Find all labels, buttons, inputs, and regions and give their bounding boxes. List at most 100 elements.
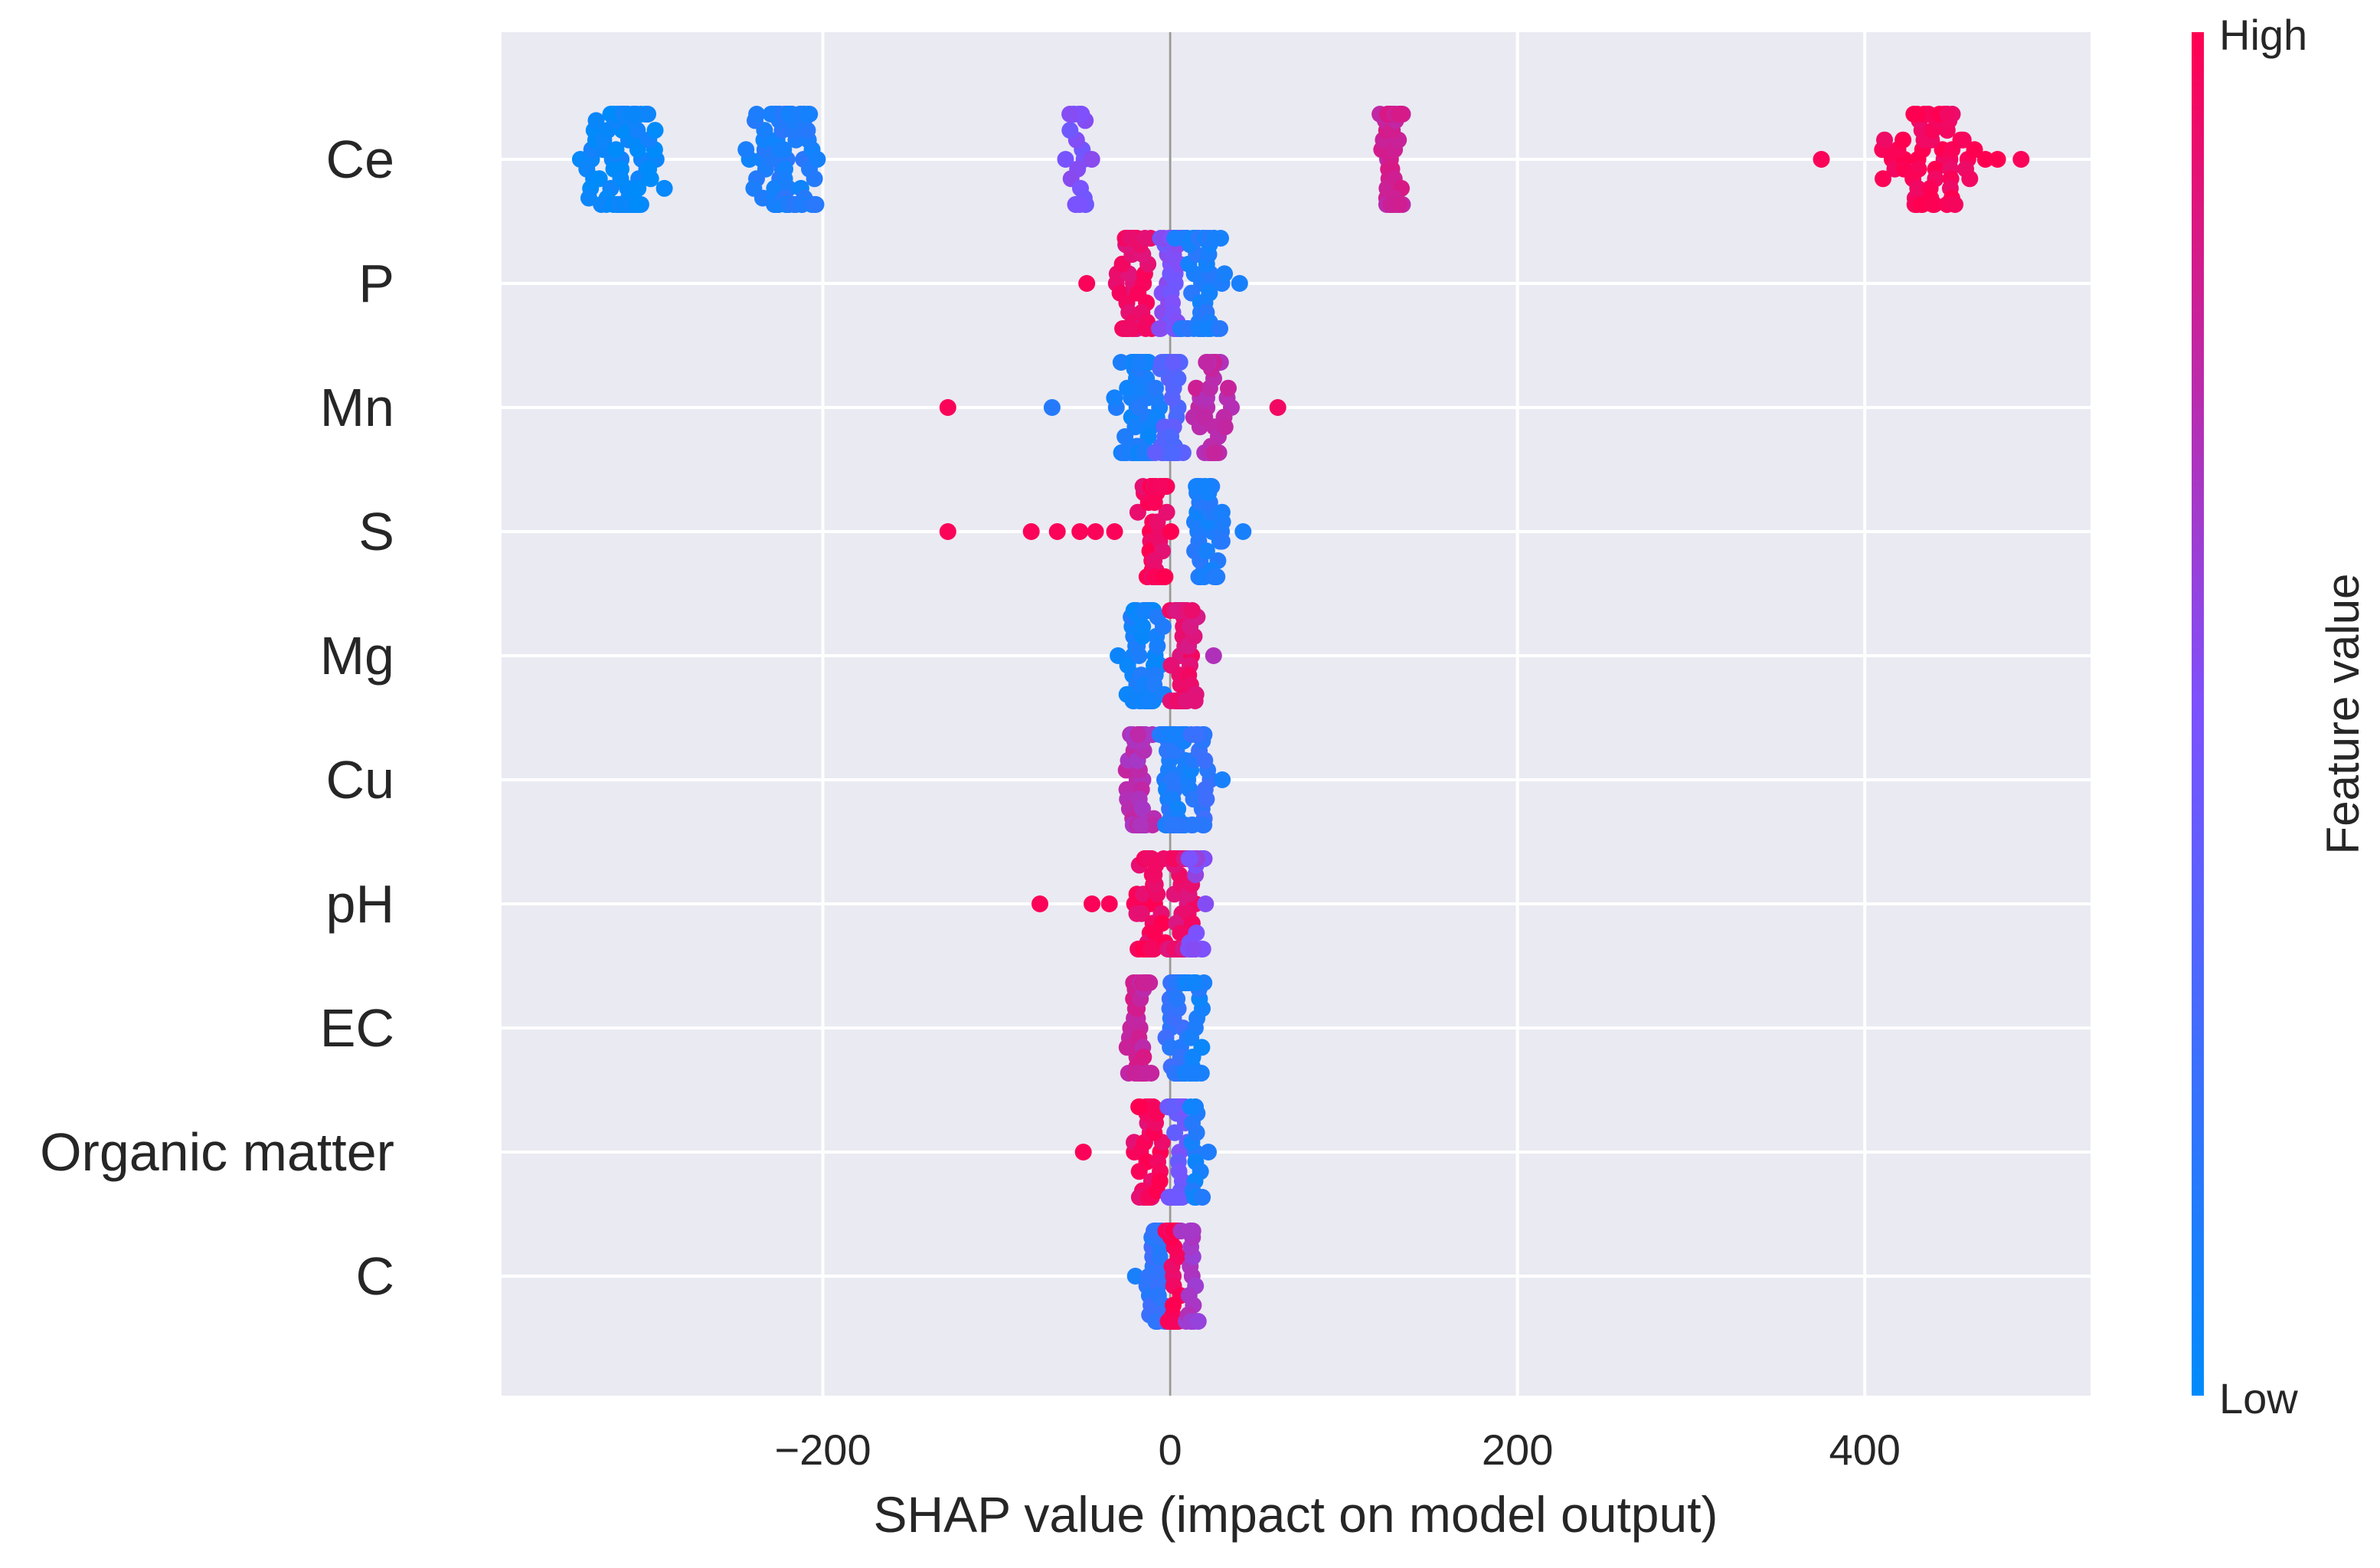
shap-point (1158, 503, 1175, 521)
shap-point (1106, 389, 1123, 407)
shap-point (1130, 1163, 1148, 1180)
shap-point (1022, 523, 1040, 540)
shap-point (1192, 1065, 1210, 1082)
shap-point (1130, 354, 1148, 371)
shap-point (1078, 275, 1096, 292)
shap-point (1143, 1065, 1160, 1082)
shap-point (799, 106, 816, 123)
x-tick-label: −200 (774, 1426, 871, 1474)
x-tick-label: 0 (1159, 1426, 1182, 1474)
shap-point (1181, 850, 1198, 867)
shap-point (1116, 428, 1134, 445)
shap-point (1185, 941, 1202, 957)
shap-point (1205, 230, 1222, 247)
shap-point (587, 112, 605, 129)
shap-point (1954, 131, 1972, 149)
shap-point (1269, 399, 1286, 416)
shap-point (809, 151, 826, 168)
feature-label: pH (326, 874, 394, 934)
shap-point (1136, 974, 1153, 991)
shap-point (1181, 1065, 1198, 1082)
shap-point (1146, 444, 1164, 461)
shap-point (1197, 478, 1215, 495)
shap-point (1164, 444, 1182, 461)
shap-point (1061, 106, 1079, 123)
feature-label: C (355, 1246, 394, 1306)
shap-point (1156, 568, 1173, 585)
shap-point (1144, 817, 1161, 833)
shap-points (571, 106, 2030, 1330)
feature-label: Mg (320, 626, 394, 686)
shap-point (1182, 1098, 1199, 1115)
shap-point (1163, 817, 1181, 833)
shap-point (1166, 230, 1184, 247)
shap-point (1198, 542, 1215, 560)
shap-point (1220, 379, 1237, 397)
shap-point (1152, 320, 1169, 337)
shap-point (1876, 131, 1893, 149)
shap-point (1084, 895, 1100, 912)
shap-point (1169, 1189, 1187, 1206)
shap-point (1214, 771, 1231, 788)
shap-point (2012, 151, 2030, 168)
shap-point (1947, 196, 1963, 213)
shap-point (1875, 170, 1891, 188)
shap-point (1131, 1098, 1149, 1115)
feature-label: Ce (326, 129, 394, 189)
shap-point (1071, 523, 1089, 540)
shap-point (793, 196, 811, 213)
x-tick-label: 200 (1482, 1426, 1553, 1474)
feature-labels: Ce P Mn S Mg Cu pH EC Organic matter C (40, 129, 394, 1306)
shap-point (1216, 418, 1234, 436)
shap-point (1231, 275, 1248, 292)
shap-point (1182, 726, 1200, 743)
shap-point (1183, 817, 1200, 833)
shap-point (1205, 444, 1223, 461)
plot-background (502, 32, 2091, 1396)
colorbar (2192, 32, 2204, 1396)
shap-point (1216, 265, 1234, 283)
shap-point (1391, 196, 1408, 213)
shap-point (748, 106, 766, 123)
feature-label: P (358, 254, 394, 313)
shap-point (655, 179, 673, 197)
shap-point (1391, 106, 1408, 123)
shap-point (1961, 170, 1979, 188)
shap-point (1813, 151, 1830, 168)
shap-point (1976, 151, 1994, 168)
shap-point (1149, 608, 1166, 626)
feature-row-lines (502, 158, 2091, 1278)
shap-point (1043, 399, 1061, 416)
feature-label: Mn (320, 378, 394, 437)
shap-point (939, 523, 956, 540)
shap-point (627, 196, 645, 213)
shap-point (1132, 817, 1149, 833)
shap-point (1989, 151, 2006, 168)
shap-point (1186, 692, 1204, 709)
shap-point (646, 122, 664, 139)
shap-point (1183, 602, 1201, 619)
shap-point (607, 141, 625, 159)
feature-label: S (358, 502, 394, 561)
shap-point (1198, 354, 1215, 371)
shap-point (1895, 131, 1912, 149)
shap-point (1061, 122, 1079, 139)
shap-point (1200, 1144, 1217, 1160)
shap-point (1198, 791, 1215, 808)
shap-point (1966, 141, 1983, 159)
shap-point (1136, 230, 1154, 247)
shap-point (1100, 895, 1118, 912)
shap-point (642, 170, 659, 188)
shap-point (1071, 196, 1088, 213)
shap-point (1211, 320, 1228, 337)
shap-point (1137, 320, 1155, 337)
shap-point (1165, 354, 1182, 371)
shap-point (1057, 151, 1074, 168)
shap-point (1106, 523, 1123, 540)
shap-point (1133, 905, 1150, 922)
shap-point (1194, 1189, 1211, 1206)
shap-point (1199, 320, 1217, 337)
shap-point (1182, 1029, 1200, 1046)
shap-point (1183, 1223, 1201, 1239)
